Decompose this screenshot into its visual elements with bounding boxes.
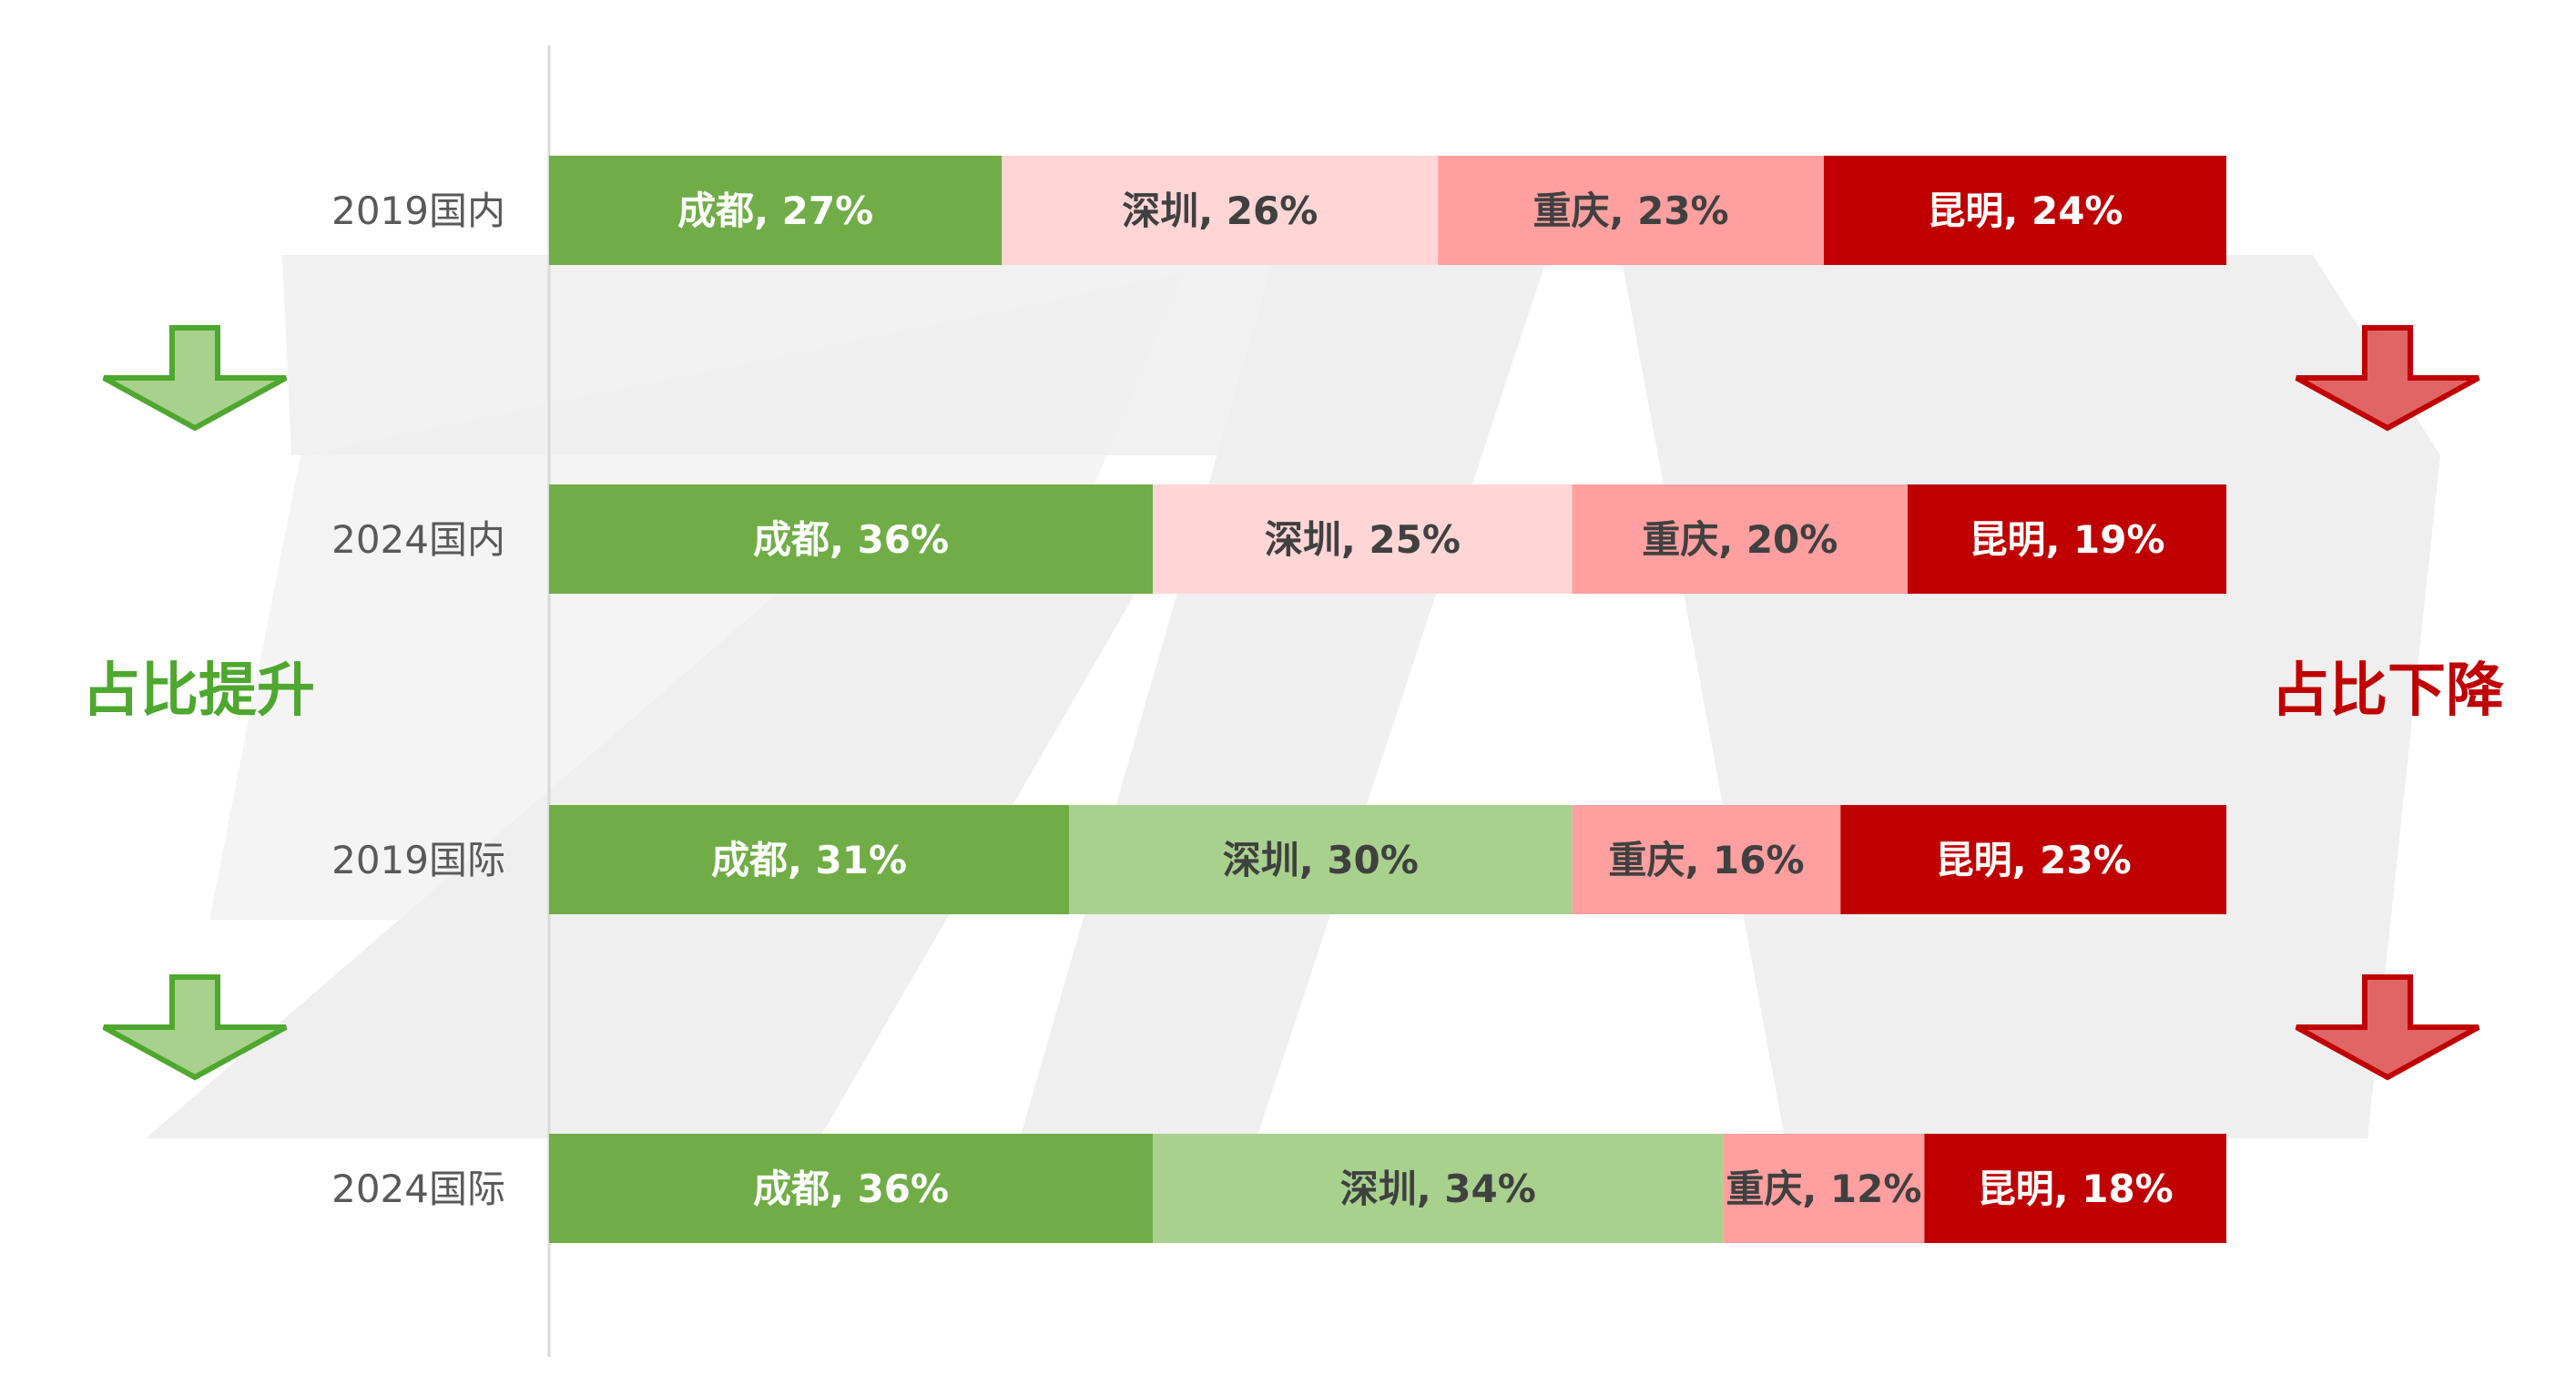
watermark-logo (146, 255, 2440, 1138)
bar-segment-r1-s3 (1908, 484, 2226, 594)
bar-segment-r2-s3 (1840, 805, 2226, 914)
right-annotation-text: 占比下降 (2271, 657, 2504, 725)
bar-segment-label-r1-s1: 深圳, 25% (1265, 517, 1461, 562)
green-down-arrow-icon-top (102, 325, 288, 432)
row-label-3: 2024国际 (331, 1167, 505, 1211)
row-label-1: 2024国内 (331, 517, 505, 562)
red-down-arrow-icon-top (2295, 325, 2480, 432)
bar-segment-r0-s3 (1823, 156, 2226, 265)
row-label-2: 2019国际 (331, 838, 505, 882)
bar-segment-label-r2-s1: 深圳, 30% (1223, 838, 1419, 882)
bar-segment-label-r0-s1: 深圳, 26% (1122, 189, 1318, 233)
arrows-layer (102, 325, 2480, 1081)
bar-segment-label-r0-s0: 成都, 27% (677, 189, 873, 233)
bar-segment-r2-s0 (549, 805, 1070, 914)
bar-segment-r3-s0 (549, 1134, 1154, 1243)
bar-segment-r3-s2 (1723, 1134, 1925, 1243)
bar-segment-label-r0-s2: 重庆, 23% (1533, 189, 1729, 233)
bar-segment-label-r3-s3: 昆明, 18% (1978, 1167, 2174, 1211)
bar-segment-label-r2-s3: 昆明, 23% (1936, 838, 2132, 882)
bar-segment-label-r0-s3: 昆明, 24% (1927, 189, 2123, 233)
bar-segment-label-r1-s3: 昆明, 19% (1969, 517, 2164, 562)
bar-segment-r2-s2 (1572, 805, 1841, 914)
green-down-arrow-icon-bottom (102, 974, 288, 1081)
bar-segment-label-r1-s0: 成都, 36% (753, 517, 949, 562)
row-labels: 2019国内 2024国内 2019国际 2024国际 (331, 189, 505, 1211)
row-label-0: 2019国内 (331, 189, 505, 233)
bar-segment-label-r3-s1: 深圳, 34% (1340, 1167, 1536, 1211)
red-down-arrow-icon-bottom (2295, 974, 2480, 1081)
bar-segment-r1-s0 (549, 484, 1154, 594)
bar-segment-label-r1-s2: 重庆, 20% (1642, 517, 1838, 562)
bar-segment-r0-s2 (1438, 156, 1824, 265)
bar-segment-label-r3-s2: 重庆, 12% (1726, 1167, 1921, 1211)
bar-segment-r1-s1 (1153, 484, 1573, 594)
bar-segment-label-r2-s2: 重庆, 16% (1608, 838, 1804, 882)
bar-segment-label-r2-s0: 成都, 31% (711, 838, 907, 882)
bar-segment-r3-s3 (1924, 1134, 2226, 1243)
bars-layer: 成都, 27% 深圳, 26% 重庆, 23% 昆明, 24% 成都, 36% 深圳, 2… (549, 156, 2226, 1243)
bar-segment-r1-s2 (1572, 484, 1909, 594)
bar-segment-r3-s1 (1153, 1134, 1724, 1243)
left-annotation-text: 占比提升 (82, 657, 315, 725)
bar-segment-r2-s1 (1069, 805, 1573, 914)
bar-segment-r0-s1 (1002, 156, 1439, 265)
bar-segment-r0-s0 (549, 156, 1003, 265)
bar-segment-label-r3-s0: 成都, 36% (753, 1167, 949, 1211)
